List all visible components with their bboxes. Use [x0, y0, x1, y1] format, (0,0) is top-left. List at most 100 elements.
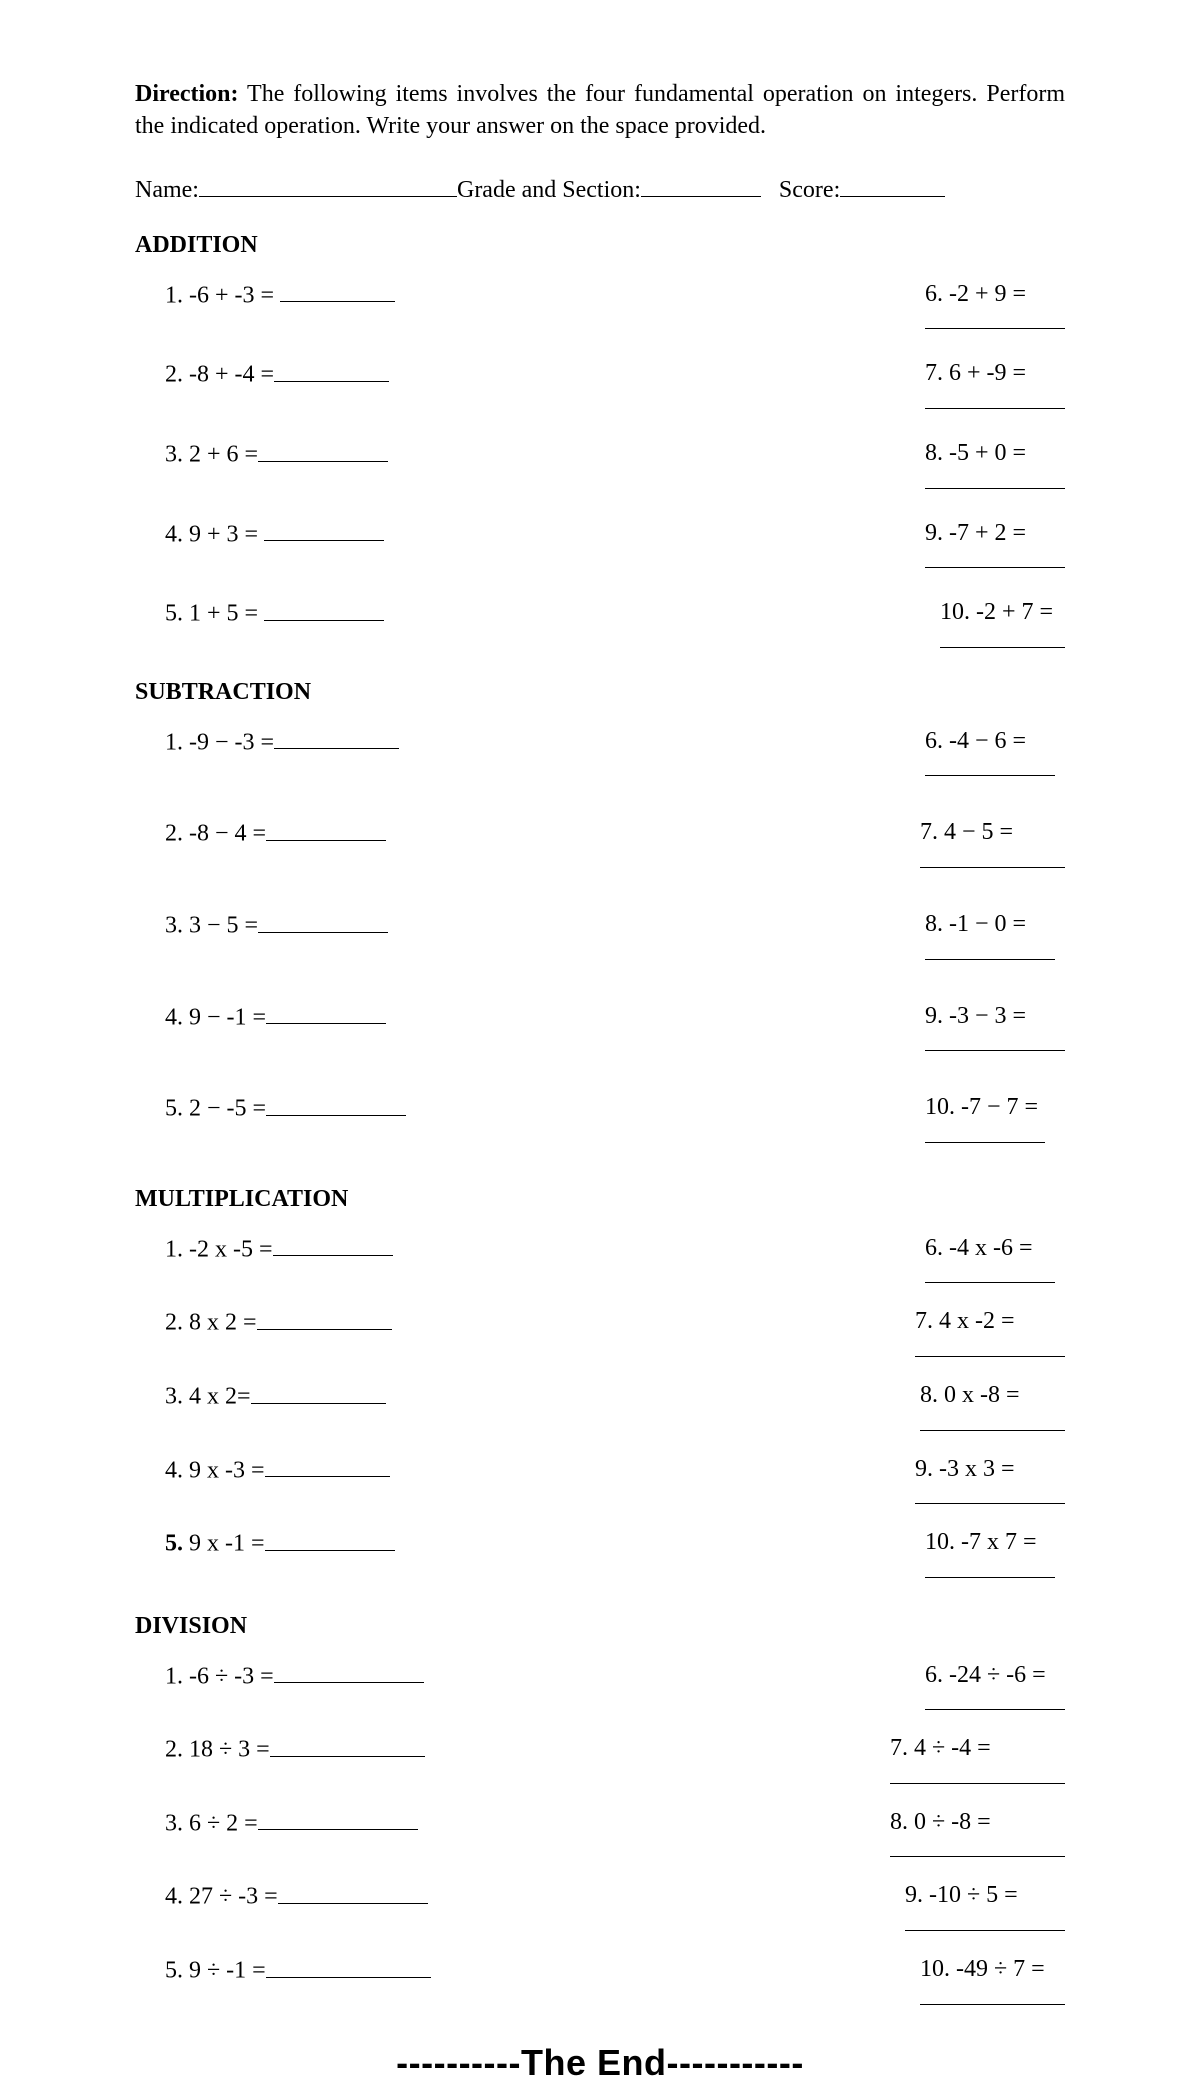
- answer-blank[interactable]: [274, 1662, 424, 1684]
- problem-row: 3. 2 + 6 =8. -5 + 0 =: [165, 440, 1065, 496]
- answer-blank[interactable]: [266, 1094, 406, 1116]
- problem-right: 6. -24 ÷ -6 =: [565, 1662, 1065, 1718]
- answer-blank[interactable]: [940, 626, 1065, 648]
- problem-number: 5.: [165, 1531, 183, 1557]
- problem-number: 5.: [165, 1096, 183, 1122]
- answer-blank[interactable]: [925, 1556, 1055, 1578]
- problem-number: 8.: [920, 1382, 938, 1408]
- problem-expression: -5 + 0 =: [943, 440, 1026, 466]
- problem-right: 8. 0 ÷ -8 =: [530, 1809, 1065, 1865]
- answer-blank[interactable]: [920, 1983, 1065, 2005]
- answer-blank[interactable]: [925, 938, 1055, 960]
- problem-row: 5. 1 + 5 = 10. -2 + 7 =: [165, 599, 1065, 655]
- problem-left: 1. -9 − -3 =: [165, 728, 565, 784]
- problem-expression: 18 ÷ 3 =: [183, 1737, 270, 1763]
- answer-blank[interactable]: [915, 1483, 1065, 1505]
- answer-blank[interactable]: [278, 1882, 428, 1904]
- problem-number: 5.: [165, 1958, 183, 1984]
- problem-expression: 2 + 6 =: [183, 442, 258, 468]
- answer-blank[interactable]: [890, 1836, 1065, 1858]
- grade-segment: Grade and Section:: [457, 173, 761, 204]
- answer-blank[interactable]: [925, 1121, 1045, 1143]
- name-segment: Name:: [135, 173, 457, 204]
- problem-expression: 9 + 3 =: [183, 521, 264, 547]
- answer-blank[interactable]: [925, 1030, 1065, 1052]
- problem-expression: -7 + 2 =: [943, 520, 1026, 546]
- problem-right: 8. 0 x -8 =: [560, 1382, 1065, 1438]
- problem-expression: -9 − -3 =: [183, 729, 274, 755]
- problem-number: 2.: [165, 1310, 183, 1336]
- problem-row: 4. 9 − -1 =9. -3 − 3 =: [165, 1003, 1065, 1059]
- problem-number: 8.: [925, 440, 943, 466]
- answer-blank[interactable]: [925, 755, 1055, 777]
- problem-number: 10.: [925, 1094, 955, 1120]
- answer-blank[interactable]: [273, 1235, 393, 1257]
- problem-row: 1. -6 + -3 = 6. -2 + 9 =: [165, 281, 1065, 337]
- answer-blank[interactable]: [925, 308, 1065, 330]
- answer-blank[interactable]: [257, 1308, 392, 1330]
- answer-blank[interactable]: [274, 360, 389, 382]
- answer-blank[interactable]: [270, 1735, 425, 1757]
- problem-left: 5. 2 − -5 =: [165, 1094, 565, 1150]
- answer-blank[interactable]: [251, 1382, 386, 1404]
- info-row: Name: Grade and Section: Score:: [135, 173, 1065, 204]
- answer-blank[interactable]: [274, 728, 399, 750]
- problem-expression: 27 ÷ -3 =: [183, 1884, 278, 1910]
- answer-blank[interactable]: [265, 1456, 390, 1478]
- problem-row: 4. 9 + 3 = 9. -7 + 2 =: [165, 520, 1065, 576]
- answer-blank[interactable]: [920, 1409, 1065, 1431]
- score-blank[interactable]: [840, 173, 945, 197]
- problem-number: 6.: [925, 1235, 943, 1261]
- answer-blank[interactable]: [266, 819, 386, 841]
- problem-right: 7. 6 + -9 =: [525, 360, 1065, 416]
- problem-row: 4. 27 ÷ -3 =9. -10 ÷ 5 =: [165, 1882, 1065, 1938]
- answer-blank[interactable]: [915, 1335, 1065, 1357]
- problem-row: 5. 9 ÷ -1 =10. -49 ÷ 7 =: [165, 1956, 1065, 2012]
- answer-blank[interactable]: [258, 440, 388, 462]
- problem-number: 9.: [925, 520, 943, 546]
- problem-expression: -6 ÷ -3 =: [183, 1663, 274, 1689]
- answer-blank[interactable]: [925, 1262, 1055, 1284]
- problem-row: 3. 6 ÷ 2 =8. 0 ÷ -8 =: [165, 1809, 1065, 1865]
- answer-blank[interactable]: [266, 1956, 431, 1978]
- answer-blank[interactable]: [925, 547, 1065, 569]
- problem-left: 5. 9 ÷ -1 =: [165, 1956, 560, 2012]
- problem-expression: 0 x -8 =: [938, 1382, 1020, 1408]
- direction-label: Direction:: [135, 81, 239, 107]
- problem-expression: 1 + 5 =: [183, 601, 264, 627]
- answer-blank[interactable]: [280, 281, 395, 303]
- problem-expression: 4 − 5 =: [938, 819, 1013, 845]
- answer-blank[interactable]: [265, 1529, 395, 1551]
- problem-number: 6.: [925, 728, 943, 754]
- answer-blank[interactable]: [264, 599, 384, 621]
- problem-expression: 4 x -2 =: [933, 1308, 1015, 1334]
- name-label: Name:: [135, 177, 199, 204]
- answer-blank[interactable]: [925, 467, 1065, 489]
- problem-expression: 4 ÷ -4 =: [908, 1735, 991, 1761]
- answer-blank[interactable]: [890, 1762, 1065, 1784]
- answer-blank[interactable]: [925, 1689, 1065, 1711]
- problem-expression: 6 + -9 =: [943, 360, 1026, 386]
- problem-right: 10. -7 − 7 =: [565, 1094, 1065, 1150]
- answer-blank[interactable]: [905, 1909, 1065, 1931]
- problem-number: 1.: [165, 1236, 183, 1262]
- answer-blank[interactable]: [258, 1809, 418, 1831]
- problem-expression: -2 + 7 =: [970, 599, 1053, 625]
- problem-expression: 9 x -3 =: [183, 1457, 265, 1483]
- score-segment: Score:: [779, 173, 945, 204]
- grade-blank[interactable]: [641, 173, 761, 197]
- the-end-text: ----------The End-----------: [135, 2042, 1065, 2084]
- name-blank[interactable]: [199, 173, 457, 197]
- answer-blank[interactable]: [920, 846, 1065, 868]
- answer-blank[interactable]: [258, 911, 388, 933]
- problem-number: 7.: [925, 360, 943, 386]
- problem-row: 1. -9 − -3 =6. -4 − 6 =: [165, 728, 1065, 784]
- problem-number: 10.: [920, 1956, 950, 1982]
- score-label: Score:: [779, 177, 840, 204]
- problem-left: 4. 9 − -1 =: [165, 1003, 565, 1059]
- problem-right: 7. 4 − 5 =: [560, 819, 1065, 875]
- answer-blank[interactable]: [264, 520, 384, 542]
- answer-blank[interactable]: [266, 1003, 386, 1025]
- problem-left: 2. -8 + -4 =: [165, 360, 525, 416]
- answer-blank[interactable]: [925, 387, 1065, 409]
